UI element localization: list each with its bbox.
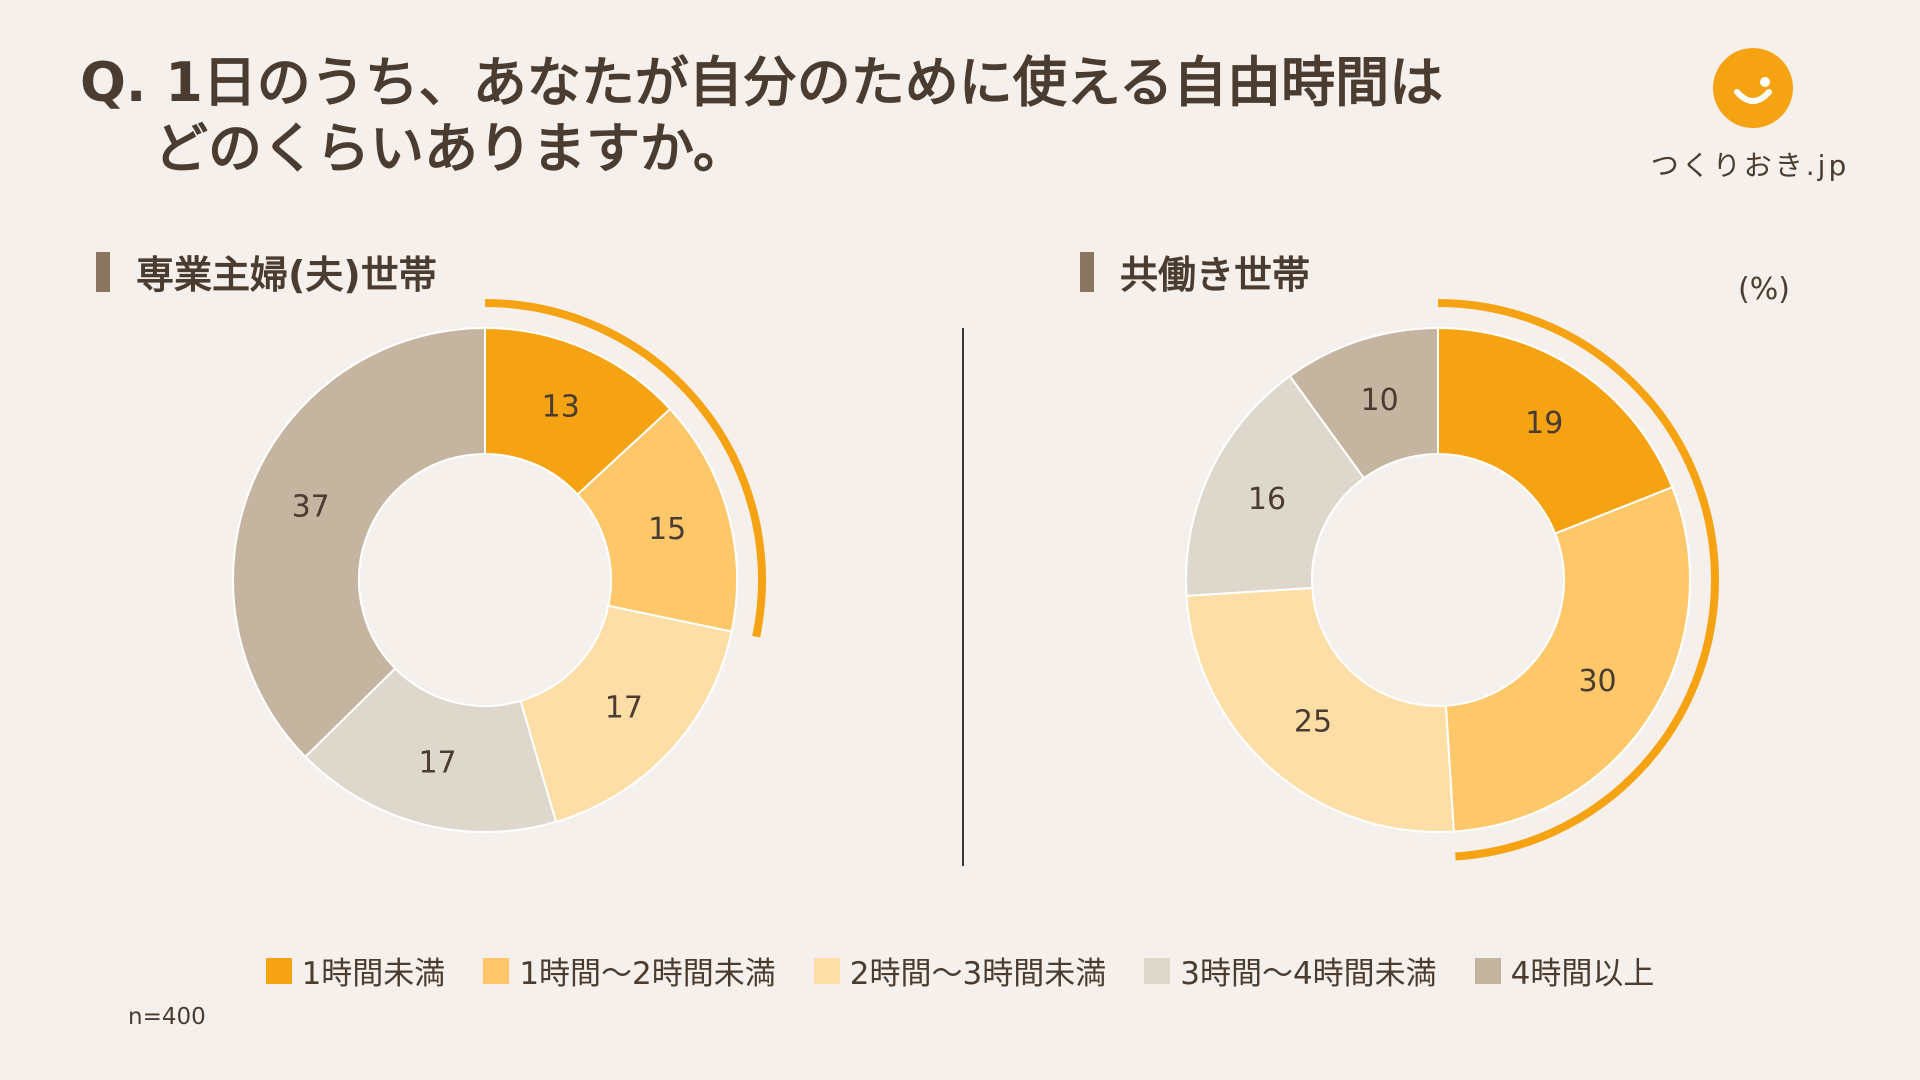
- legend-label: 1時間〜2時間未満: [519, 956, 776, 992]
- slice-value-label: 17: [605, 691, 643, 726]
- legend-item: 4時間以上: [1474, 948, 1655, 993]
- section-title-homemaker-label: 専業主婦(夫)世帯: [136, 253, 437, 297]
- legend-swatch: [1474, 957, 1501, 984]
- question-title: Q. 1日のうち、あなたが自分のために使える自由時間は どのくらいありますか。: [80, 50, 1520, 182]
- donut-slice: [576, 407, 738, 633]
- question-line-1: Q. 1日のうち、あなたが自分のために使える自由時間は: [80, 51, 1444, 114]
- slice-value-label: 16: [1248, 482, 1286, 517]
- legend-label: 4時間以上: [1510, 956, 1655, 992]
- slice-value-label: 25: [1294, 704, 1332, 739]
- legend-item: 3時間〜4時間未満: [1144, 948, 1437, 993]
- slice-value-label: 15: [648, 512, 686, 547]
- legend-label: 3時間〜4時間未満: [1180, 956, 1437, 992]
- donut-slice: [1185, 374, 1366, 597]
- slice-value-label: 37: [292, 489, 330, 524]
- question-line-2: どのくらいありますか。: [154, 117, 747, 180]
- slice-value-label: 10: [1361, 383, 1399, 418]
- section-title-dual-income: 共働き世帯: [1080, 244, 1310, 299]
- slice-value-label: 30: [1578, 664, 1616, 699]
- donut-slice: [1444, 485, 1691, 833]
- section-bar-marker: [1080, 251, 1094, 292]
- legend-item: 2時間〜3時間未満: [813, 948, 1107, 993]
- donut-slice: [1288, 326, 1439, 480]
- legend-swatch: [265, 957, 292, 984]
- slice-value-label: 13: [542, 389, 580, 424]
- logo: つくりおき.jp: [1640, 48, 1850, 188]
- donut-slice: [232, 326, 486, 759]
- sample-size: n=400: [128, 1004, 206, 1030]
- donut-slice: [1185, 586, 1455, 833]
- section-bar-marker: [96, 251, 110, 292]
- donut-slice: [519, 604, 733, 824]
- legend-label: 2時間〜3時間未満: [849, 956, 1107, 992]
- donut-slice: [1437, 326, 1674, 535]
- section-title-dual-income-label: 共働き世帯: [1120, 253, 1311, 297]
- legend: 1時間未満 1時間〜2時間未満 2時間〜3時間未満 3時間〜4時間未満 4時間以…: [0, 948, 1920, 993]
- legend-swatch: [1144, 957, 1171, 984]
- highlight-arc: [1437, 299, 1719, 861]
- logo-text: つくりおき.jp: [1650, 149, 1850, 182]
- legend-label: 1時間未満: [301, 956, 446, 992]
- slice-value-label: 19: [1525, 406, 1563, 441]
- donut-slice: [303, 666, 558, 833]
- legend-swatch: [483, 957, 510, 984]
- chart-divider: [962, 328, 964, 866]
- unit-label: (%): [1738, 272, 1790, 307]
- highlight-arc: [484, 299, 766, 638]
- legend-item: 1時間未満: [265, 948, 446, 993]
- slice-value-label: 17: [418, 745, 456, 780]
- smile-logo-icon: [1713, 48, 1793, 128]
- section-title-homemaker: 専業主婦(夫)世帯: [96, 244, 437, 299]
- legend-swatch: [813, 957, 840, 984]
- legend-item: 1時間〜2時間未満: [483, 948, 776, 993]
